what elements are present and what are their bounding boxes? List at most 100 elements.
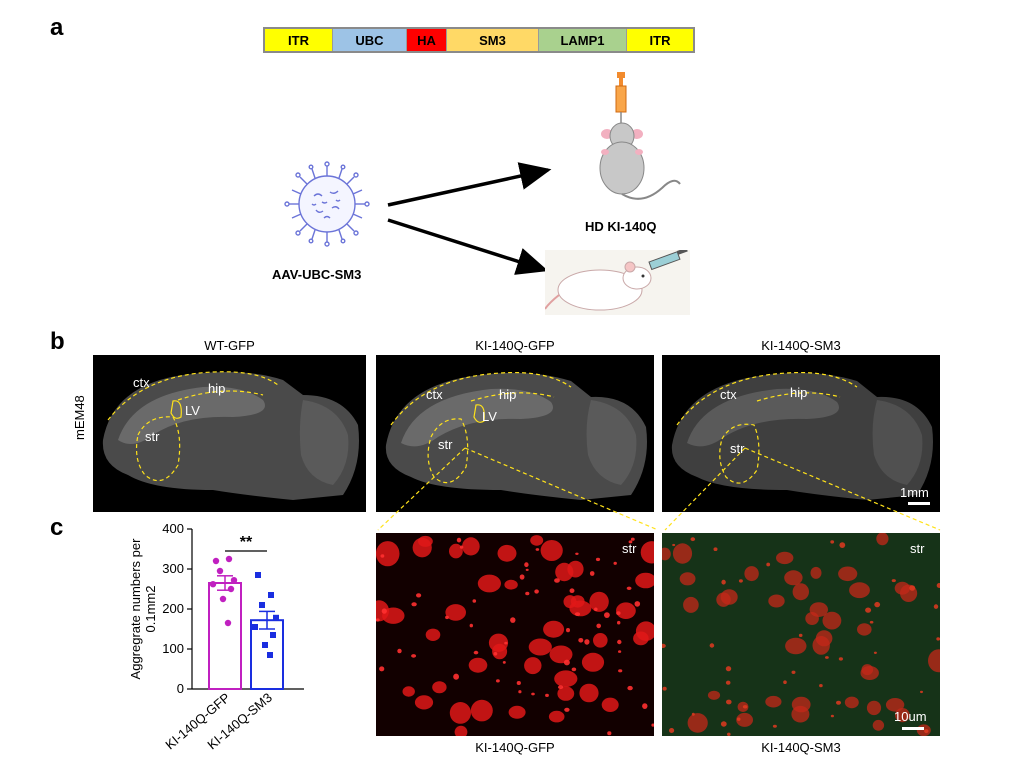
- cell-aggregate: [866, 700, 882, 716]
- cell-aggregate: [616, 611, 621, 615]
- region-ctx-2: ctx: [426, 387, 443, 402]
- cell-aggregate: [594, 607, 598, 612]
- data-point: [270, 632, 276, 638]
- cell-aggregate: [707, 690, 721, 700]
- mouse-injection-icon: [599, 72, 681, 200]
- cell-aggregate: [721, 579, 726, 585]
- micrograph-region-str-2: str: [910, 541, 925, 556]
- cell-aggregate: [651, 723, 654, 727]
- cell-aggregate: [459, 545, 464, 549]
- cell-aggregate: [784, 570, 803, 586]
- cell-aggregate: [713, 547, 718, 551]
- cell-aggregate: [662, 547, 671, 561]
- cell-aggregate: [402, 686, 415, 697]
- cell-aggregate: [616, 602, 636, 619]
- cell-aggregate: [630, 537, 635, 541]
- panel-a-letter: a: [50, 14, 64, 41]
- micrograph-region-str-1: str: [622, 541, 637, 556]
- cell-aggregate: [873, 651, 877, 654]
- cell-aggregate: [791, 696, 811, 713]
- injection-arrows: [387, 162, 552, 275]
- cell-aggregate: [563, 595, 577, 609]
- cell-aggregate: [613, 561, 617, 565]
- cell-aggregate: [453, 673, 459, 680]
- y-tick-label: 300: [162, 561, 184, 576]
- cell-aggregate: [477, 574, 501, 593]
- data-point: [216, 567, 224, 575]
- cell-aggregate: [473, 650, 479, 655]
- cell-aggregate: [543, 620, 565, 638]
- cell-aggregate: [414, 695, 434, 710]
- construct-segment-ha: HA: [407, 29, 447, 51]
- data-point: [230, 577, 238, 584]
- cell-aggregate: [617, 639, 622, 645]
- region-ctx-3: ctx: [720, 387, 737, 402]
- cell-aggregate: [575, 552, 579, 555]
- cell-aggregate: [379, 666, 385, 672]
- cell-aggregate: [920, 690, 923, 694]
- region-str-3: str: [730, 441, 745, 456]
- cell-aggregate: [627, 685, 633, 691]
- cell-aggregate: [844, 696, 859, 709]
- cell-aggregate: [838, 657, 843, 661]
- cell-aggregate: [549, 645, 573, 664]
- cell-aggregate: [768, 594, 785, 608]
- cell-aggregate: [725, 680, 731, 685]
- cell-aggregate: [720, 589, 738, 605]
- y-tick-label: 0: [177, 681, 184, 696]
- region-str-1: str: [145, 429, 160, 444]
- cell-aggregate: [554, 670, 578, 687]
- chart-y-axis-label: Aggregrate numbers per0.1mm2: [128, 538, 158, 680]
- data-point: [252, 624, 258, 630]
- cell-aggregate: [555, 562, 574, 582]
- y-tick-label: 200: [162, 601, 184, 616]
- cell-aggregate: [518, 690, 522, 694]
- cell-aggregate: [496, 679, 500, 683]
- cell-aggregate: [690, 537, 696, 542]
- scale-bar-10um: [902, 727, 924, 730]
- cell-aggregate: [535, 548, 540, 551]
- cell-aggregate: [497, 544, 517, 562]
- cell-aggregate: [872, 719, 885, 731]
- cell-aggregate: [635, 572, 654, 589]
- cell-aggregate: [540, 540, 563, 561]
- cell-aggregate: [601, 697, 619, 712]
- region-lv-1: LV: [185, 403, 200, 418]
- cell-aggregate: [772, 724, 777, 728]
- cell-aggregate: [783, 680, 787, 684]
- cell-aggregate: [720, 721, 727, 727]
- cell-aggregate: [617, 620, 621, 625]
- cell-aggregate: [530, 535, 544, 546]
- construct-segment-sm3: SM3: [447, 29, 539, 51]
- cell-aggregate: [642, 703, 648, 709]
- micrograph-label-ki-sm3: KI-140Q-SM3: [761, 740, 841, 755]
- data-point: [268, 592, 274, 598]
- region-hip-3: hip: [790, 385, 808, 400]
- data-point: [259, 602, 265, 608]
- data-point: [255, 572, 261, 578]
- cell-aggregate: [618, 650, 622, 653]
- cell-aggregate: [662, 686, 667, 691]
- image-title-ki-gfp: KI-140Q-GFP: [475, 338, 555, 353]
- cell-aggregate: [805, 612, 819, 625]
- cell-aggregate: [825, 656, 829, 659]
- cell-aggregate: [468, 657, 488, 673]
- image-title-ki-sm3: KI-140Q-SM3: [761, 338, 841, 353]
- cell-aggregate: [635, 621, 654, 641]
- cell-aggregate: [709, 643, 715, 648]
- cell-aggregate: [581, 652, 605, 672]
- cell-aggregate: [909, 585, 916, 591]
- cell-aggregate: [628, 540, 633, 544]
- cell-aggregate: [822, 611, 842, 630]
- cell-aggregate: [469, 623, 473, 628]
- cell-aggregate: [418, 535, 433, 547]
- cell-aggregate: [416, 593, 422, 598]
- cell-aggregate: [488, 633, 509, 652]
- significance-label: **: [240, 534, 253, 551]
- cell-aggregate: [857, 623, 872, 636]
- cell-aggregate: [516, 681, 521, 685]
- data-point: [224, 619, 232, 627]
- cell-aggregate: [454, 725, 468, 736]
- cell-aggregate: [812, 636, 830, 655]
- cell-aggregate: [508, 705, 526, 719]
